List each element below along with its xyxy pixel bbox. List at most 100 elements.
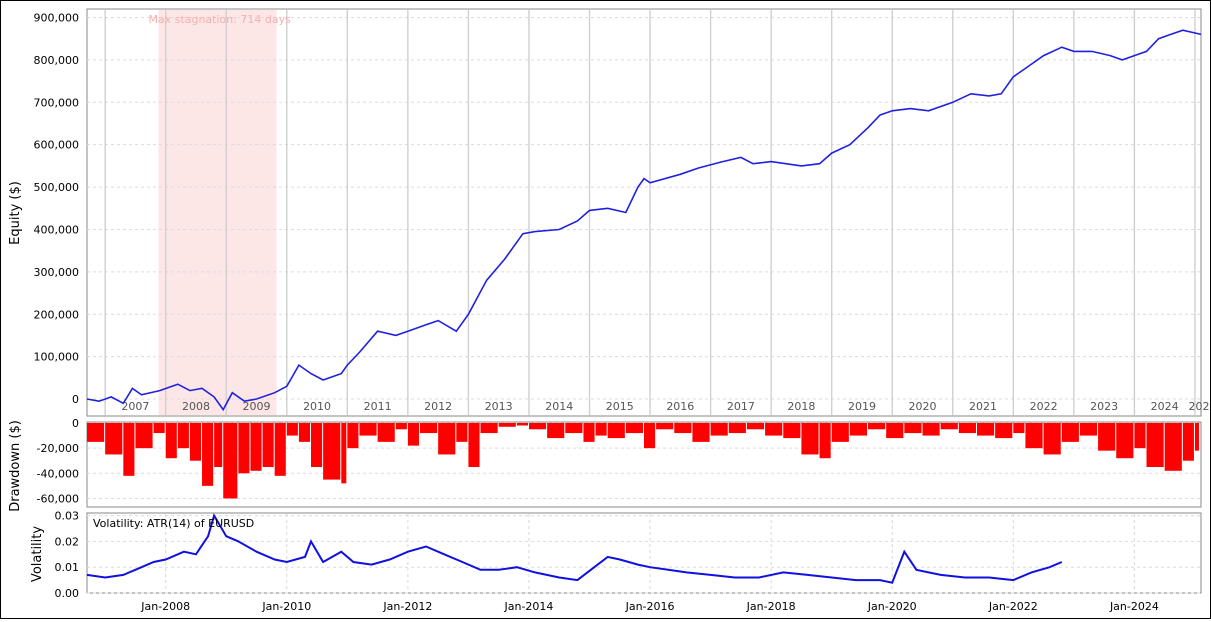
drawdown-bar	[710, 423, 728, 436]
drawdown-bar	[377, 423, 395, 442]
drawdown-bar	[565, 423, 583, 434]
volatility-y-tick-label: 0.01	[55, 561, 80, 574]
year-label: 2020	[909, 400, 937, 413]
year-label: 2018	[787, 400, 815, 413]
drawdown-bar	[1025, 423, 1043, 449]
drawdown-bar	[1013, 423, 1025, 434]
drawdown-bar	[223, 423, 238, 499]
drawdown-bar	[498, 423, 516, 427]
drawdown-bar	[1146, 423, 1164, 468]
drawdown-bar	[674, 423, 692, 434]
volatility-x-tick-label: Jan-2010	[261, 600, 311, 613]
drawdown-bar	[262, 423, 274, 468]
drawdown-bar	[1194, 423, 1199, 451]
volatility-x-tick-label: Jan-2014	[504, 600, 554, 613]
drawdown-bar	[692, 423, 710, 442]
drawdown-y-tick-label: -40,000	[37, 467, 79, 480]
volatility-x-tick-label: Jan-2022	[988, 600, 1038, 613]
drawdown-bar	[746, 423, 765, 430]
drawdown-bar	[625, 423, 643, 434]
volatility-panel: Volatility: ATR(14) of EURUSD 0.00 0.01 0.…	[30, 510, 1202, 613]
year-label: 2014	[545, 400, 573, 413]
drawdown-y-axis-label: Drawdown ($)	[8, 420, 23, 512]
drawdown-bar	[1116, 423, 1134, 459]
equity-y-tick-label: 0	[72, 393, 79, 406]
volatility-x-tick-label: Jan-2016	[625, 600, 675, 613]
drawdown-bar	[547, 423, 565, 439]
equity-y-tick-label: 200,000	[34, 308, 80, 321]
equity-y-tick-label: 600,000	[34, 139, 80, 152]
drawdown-y-tick-label: -60,000	[37, 492, 79, 505]
year-label: 2023	[1090, 400, 1118, 413]
year-label: 2017	[727, 400, 755, 413]
drawdown-bar	[177, 423, 189, 449]
year-label: 2022	[1030, 400, 1058, 413]
drawdown-bar	[87, 423, 105, 442]
drawdown-y-ticks: 0 -20,000 -40,000 -60,000	[37, 417, 79, 505]
drawdown-y-tick-label: 0	[72, 417, 79, 430]
equity-y-tick-label: 400,000	[34, 223, 80, 236]
volatility-x-ticks: Jan-2008 Jan-2010 Jan-2012 Jan-2014 Jan-2016…	[140, 600, 1159, 613]
year-label: 2021	[969, 400, 997, 413]
drawdown-bar	[849, 423, 868, 436]
volatility-y-tick-label: 0.02	[55, 535, 80, 548]
volatility-y-ticks: 0.00 0.01 0.02 0.03	[55, 510, 80, 600]
drawdown-bar	[165, 423, 177, 459]
equity-y-tick-label: 300,000	[34, 266, 80, 279]
equity-year-labels: 2007 2008 2009 2010 2011 2012 2013 2014 2015 2016…	[121, 400, 1209, 413]
drawdown-bar	[783, 423, 801, 439]
volatility-x-tick-label: Jan-2024	[1109, 600, 1159, 613]
drawdown-bar	[341, 423, 347, 484]
drawdown-bar	[1098, 423, 1116, 451]
drawdown-bar	[105, 423, 123, 455]
drawdown-bar	[1164, 423, 1182, 471]
drawdown-bar	[298, 423, 311, 442]
volatility-title: Volatility: ATR(14) of EURUSD	[93, 517, 254, 530]
year-label: 2007	[121, 400, 149, 413]
drawdown-bar	[886, 423, 904, 439]
equity-y-axis-label: Equity ($)	[8, 181, 23, 245]
drawdown-bar	[359, 423, 377, 436]
volatility-y-axis-label: Volatility	[30, 526, 45, 582]
drawdown-bar	[395, 423, 407, 430]
year-label: 202	[1189, 400, 1210, 413]
year-label: 2024	[1151, 400, 1179, 413]
year-label: 2019	[848, 400, 876, 413]
drawdown-panel: 0 -20,000 -40,000 -60,000 Drawdown ($)	[8, 417, 1202, 512]
volatility-x-tick-label: Jan-2008	[140, 600, 190, 613]
drawdown-bar	[1061, 423, 1079, 442]
drawdown-bar	[976, 423, 995, 436]
drawdown-bar	[1079, 423, 1098, 436]
drawdown-bar	[904, 423, 922, 434]
drawdown-bar	[311, 423, 323, 468]
drawdown-bar	[189, 423, 202, 461]
year-label: 2009	[243, 400, 271, 413]
equity-y-tick-label: 900,000	[34, 11, 80, 24]
drawdown-bar	[250, 423, 262, 471]
drawdown-bar	[595, 423, 607, 436]
drawdown-bar	[607, 423, 625, 439]
drawdown-bar	[819, 423, 831, 459]
year-label: 2015	[606, 400, 634, 413]
drawdown-bar	[456, 423, 468, 442]
equity-y-tick-label: 700,000	[34, 96, 80, 109]
year-label: 2012	[424, 400, 452, 413]
drawdown-bar	[214, 423, 223, 468]
drawdown-bar	[419, 423, 438, 434]
drawdown-bar	[323, 423, 341, 480]
equity-y-tick-label: 100,000	[34, 351, 80, 364]
drawdown-bar	[1043, 423, 1061, 455]
drawdown-bar	[123, 423, 135, 476]
volatility-y-tick-label: 0.00	[55, 587, 80, 600]
drawdown-bar	[1134, 423, 1146, 449]
drawdown-bar	[286, 423, 298, 436]
year-label: 2013	[485, 400, 513, 413]
volatility-x-tick-label: Jan-2018	[746, 600, 796, 613]
drawdown-bar	[238, 423, 250, 474]
drawdown-bar	[202, 423, 214, 486]
drawdown-bar	[831, 423, 849, 442]
equity-panel: Max stagnation: 714 days 0 100,000 200,000…	[8, 8, 1210, 506]
drawdown-bar	[135, 423, 153, 449]
drawdown-bar	[765, 423, 783, 436]
